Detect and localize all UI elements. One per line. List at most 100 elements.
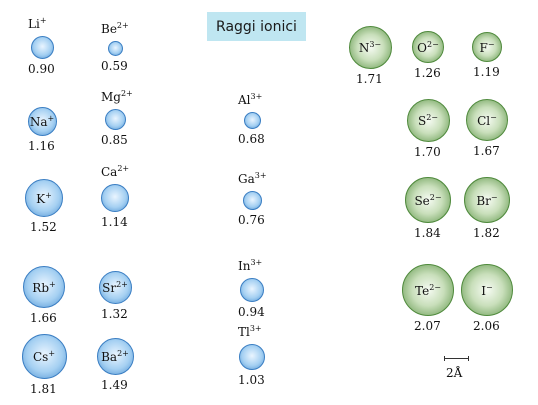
ion-charge: 3+ xyxy=(250,258,263,267)
ion-symbol: Sr xyxy=(102,280,117,295)
ion-sphere-o: O2− xyxy=(412,31,444,63)
ion-charge: 3+ xyxy=(250,91,263,101)
ion-sphere-tl xyxy=(239,344,265,370)
ion-label-k: K+ xyxy=(36,191,52,206)
ion-symbol: Al xyxy=(238,92,251,107)
ion-symbol: O xyxy=(417,40,428,55)
ion-radius-value-ba: 1.49 xyxy=(101,377,128,392)
ion-charge: − xyxy=(487,39,495,49)
ion-symbol: F xyxy=(479,40,488,55)
ion-radius-value-k: 1.52 xyxy=(30,220,57,234)
scale-bar-label: 2Å xyxy=(446,366,463,380)
ion-symbol: Te xyxy=(415,283,430,298)
ion-sphere-in xyxy=(240,278,264,302)
diagram-title: Raggi ionici xyxy=(207,12,306,41)
ion-symbol: Rb xyxy=(32,280,49,295)
ion-sphere-br: Br− xyxy=(464,177,510,223)
ion-radius-value-o: 1.26 xyxy=(414,66,441,80)
ion-label-cl: Cl− xyxy=(477,113,497,128)
ion-label-se: Se2− xyxy=(414,193,441,208)
scale-bar-line xyxy=(444,356,469,361)
ion-charge: 2+ xyxy=(116,279,128,289)
ion-symbol: Li xyxy=(28,16,40,31)
ion-symbol: In xyxy=(238,259,251,273)
ion-label-tl: Tl3+ xyxy=(238,324,262,339)
ion-radius-value-ga: 0.76 xyxy=(238,212,265,227)
ion-radius-value-rb: 1.66 xyxy=(30,311,57,325)
ion-label-f: F− xyxy=(479,40,494,55)
ion-radius-value-na: 1.16 xyxy=(28,138,55,153)
ion-radius-value-mg: 0.85 xyxy=(101,132,128,147)
ion-charge: + xyxy=(48,348,56,358)
ion-sphere-ba: Ba2+ xyxy=(96,337,134,375)
ion-label-be: Be2+ xyxy=(101,21,129,36)
ion-symbol: N xyxy=(358,40,370,55)
ion-label-cs: Cs+ xyxy=(33,349,55,364)
ion-radius-value-li: 0.90 xyxy=(28,61,55,76)
ion-radius-value-f: 1.19 xyxy=(473,65,500,79)
ion-symbol: Cl xyxy=(477,113,491,128)
ion-radius-value-br: 1.82 xyxy=(473,226,500,240)
ion-radius-value-al: 0.68 xyxy=(238,131,265,146)
ion-sphere-cs: Cs+ xyxy=(21,333,67,379)
ion-sphere-al xyxy=(243,111,261,129)
ion-symbol: Cs xyxy=(32,349,49,364)
ion-label-o: O2− xyxy=(417,40,439,55)
ion-sphere-te: Te2− xyxy=(402,264,454,316)
ion-sphere-rb: Rb+ xyxy=(23,266,65,308)
ion-charge: 2+ xyxy=(120,88,133,98)
ion-charge: 3+ xyxy=(254,170,267,180)
ion-radius-value-tl: 1.03 xyxy=(238,373,265,387)
ion-sphere-mg xyxy=(104,108,126,130)
ion-label-al: Al3+ xyxy=(238,92,262,107)
ion-sphere-ca xyxy=(101,184,129,212)
ion-radius-value-s: 1.70 xyxy=(414,144,441,159)
ion-symbol: Tl xyxy=(238,325,250,339)
ion-sphere-cl: Cl− xyxy=(466,99,508,141)
ion-label-ca: Ca2+ xyxy=(101,164,129,179)
ion-label-mg: Mg2+ xyxy=(101,89,133,104)
ion-charge: − xyxy=(490,192,498,202)
ion-radius-value-ca: 1.14 xyxy=(101,215,128,229)
ion-symbol: Br xyxy=(476,193,491,208)
ion-sphere-k: K+ xyxy=(25,179,63,217)
ion-charge: 2− xyxy=(429,282,441,292)
ion-sphere-sr: Sr2+ xyxy=(98,270,132,304)
ion-symbol: Ca xyxy=(101,165,118,179)
ion-sphere-s: S2− xyxy=(406,98,450,142)
ion-symbol: Se xyxy=(414,193,430,208)
ion-radius-value-in: 0.94 xyxy=(238,305,265,319)
ion-charge: − xyxy=(490,112,497,122)
ion-charge: 3− xyxy=(369,39,382,49)
ion-label-li: Li+ xyxy=(28,16,47,31)
ion-charge: 2+ xyxy=(117,164,130,173)
ion-radius-value-sr: 1.32 xyxy=(101,306,128,321)
ion-radius-value-se: 1.84 xyxy=(414,226,441,240)
ion-sphere-na: Na+ xyxy=(27,106,57,136)
ion-label-na: Na+ xyxy=(30,114,54,129)
ion-label-sr: Sr2+ xyxy=(102,280,128,295)
ion-symbol: Mg xyxy=(101,89,121,104)
ion-sphere-i: I− xyxy=(461,264,513,316)
ion-symbol: Ba xyxy=(101,349,118,364)
ion-sphere-n: N3− xyxy=(348,25,392,69)
ion-sphere-li xyxy=(30,35,54,59)
ion-charge: + xyxy=(47,113,55,123)
ion-label-s: S2− xyxy=(418,113,438,128)
ion-charge: + xyxy=(45,190,52,200)
ion-charge: 3+ xyxy=(249,324,262,333)
ion-symbol: K xyxy=(36,191,46,206)
ion-label-br: Br− xyxy=(476,193,497,208)
ion-charge: 2− xyxy=(427,39,439,49)
ion-radius-value-cl: 1.67 xyxy=(473,144,500,158)
ion-radius-value-te: 2.07 xyxy=(414,319,441,333)
ion-sphere-be xyxy=(107,40,123,56)
ion-label-ba: Ba2+ xyxy=(101,349,129,364)
ion-radius-value-i: 2.06 xyxy=(473,319,500,333)
ion-label-in: In3+ xyxy=(238,258,262,273)
ion-symbol: Na xyxy=(29,114,48,129)
ion-symbol: I xyxy=(481,283,487,298)
ion-label-rb: Rb+ xyxy=(32,280,55,295)
